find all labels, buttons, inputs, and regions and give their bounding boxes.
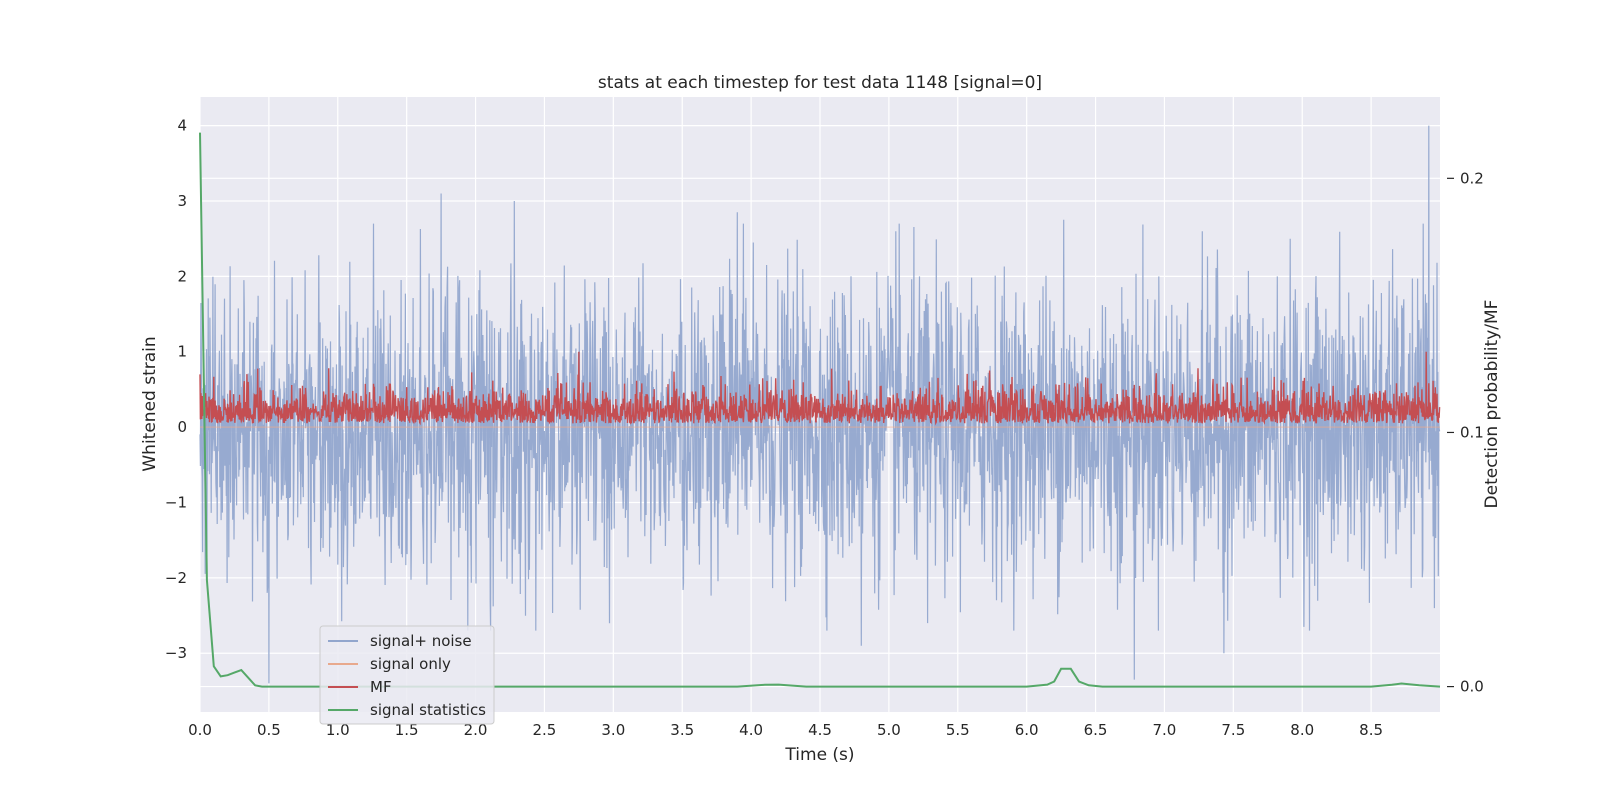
y-tick-label: −3: [165, 644, 187, 662]
legend-box: [319, 625, 495, 725]
y-tick-label: −1: [165, 493, 187, 511]
x-tick-label: 5.5: [946, 721, 970, 739]
y2-tick-label: 0.2: [1460, 169, 1484, 187]
series-signal-statistics-line: [199, 132, 1441, 688]
y-tick-label: 4: [177, 117, 187, 135]
y-tick-label: 3: [177, 192, 187, 210]
x-tick-label: 2.0: [464, 721, 488, 739]
x-tick-label: 0.5: [257, 721, 281, 739]
legend-entry: signal statistics: [370, 701, 486, 719]
x-tick-label: 6.0: [1015, 721, 1039, 739]
series-mf-line: [199, 351, 1441, 426]
x-tick-label: 3.0: [601, 721, 625, 739]
y2-tick-label: 0.0: [1460, 678, 1484, 696]
chart-title: stats at each timestep for test data 114…: [598, 73, 1042, 93]
x-tick-label: 8.5: [1359, 721, 1383, 739]
legend-entry: signal only: [370, 655, 451, 673]
y-tick-label: 0: [177, 418, 187, 436]
y2-tick-label: 0.1: [1460, 423, 1484, 441]
x-tick-label: 4.5: [808, 721, 832, 739]
x-tick-label: 5.0: [877, 721, 901, 739]
y2-axis-label: Detection probability/MF: [1482, 300, 1502, 509]
y-tick-label: 1: [177, 343, 187, 361]
legend-entry: signal+ noise: [370, 632, 472, 650]
y2-tick-labels: 0.2 0.1 0.0: [1447, 169, 1484, 696]
x-tick-label: 0.0: [188, 721, 212, 739]
x-tick-label: 7.0: [1153, 721, 1177, 739]
y-tick-label: −2: [165, 569, 187, 587]
x-tick-labels: 0.0 0.5 1.0 1.5 2.0 2.5 3.0 3.5 4.0 4.5 5.0 5.5 6.0 6…: [188, 721, 1383, 739]
x-tick-label: 7.5: [1221, 721, 1245, 739]
x-axis-label: Time (s): [784, 745, 854, 765]
series-layer: [199, 125, 1441, 688]
x-tick-label: 8.0: [1290, 721, 1314, 739]
x-tick-label: 1.0: [326, 721, 350, 739]
y-tick-labels: 4 3 2 1 0 −1 −2 −3: [165, 117, 187, 663]
x-tick-label: 2.5: [533, 721, 557, 739]
series-signal-noise-line: [199, 125, 1441, 684]
legend: signal+ noise signal only MF signal statist…: [319, 625, 495, 725]
y-tick-label: 2: [177, 267, 187, 285]
y-axis-label: Whitened strain: [140, 336, 160, 471]
x-tick-label: 4.0: [739, 721, 763, 739]
legend-entry: MF: [370, 678, 392, 696]
x-tick-label: 3.5: [670, 721, 694, 739]
x-tick-label: 6.5: [1084, 721, 1108, 739]
x-tick-label: 1.5: [395, 721, 419, 739]
